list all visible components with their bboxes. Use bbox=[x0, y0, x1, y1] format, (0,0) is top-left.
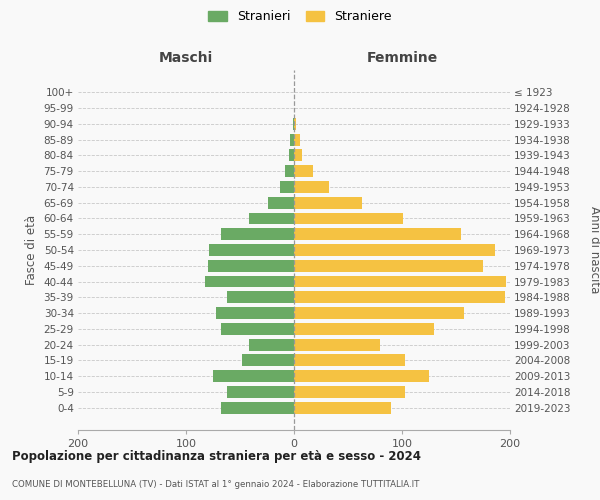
Bar bbox=[221, 228, 294, 240]
Bar bbox=[294, 292, 505, 303]
Bar bbox=[294, 386, 405, 398]
Bar bbox=[294, 307, 464, 319]
Bar bbox=[242, 354, 294, 366]
Bar bbox=[294, 338, 380, 350]
Bar bbox=[280, 181, 294, 193]
Y-axis label: Anni di nascita: Anni di nascita bbox=[587, 206, 600, 294]
Bar bbox=[294, 197, 362, 208]
Bar bbox=[294, 150, 302, 162]
Bar bbox=[209, 244, 294, 256]
Bar bbox=[294, 118, 296, 130]
Bar bbox=[248, 212, 294, 224]
Bar bbox=[294, 402, 391, 413]
Bar bbox=[294, 212, 403, 224]
Bar bbox=[268, 197, 294, 208]
Bar bbox=[294, 228, 461, 240]
Bar bbox=[294, 244, 495, 256]
Text: Popolazione per cittadinanza straniera per età e sesso - 2024: Popolazione per cittadinanza straniera p… bbox=[12, 450, 421, 463]
Y-axis label: Fasce di età: Fasce di età bbox=[25, 215, 38, 285]
Bar bbox=[294, 181, 329, 193]
Bar bbox=[294, 354, 405, 366]
Bar bbox=[293, 118, 294, 130]
Bar bbox=[294, 260, 483, 272]
Bar bbox=[227, 386, 294, 398]
Bar bbox=[289, 150, 294, 162]
Bar bbox=[248, 338, 294, 350]
Bar bbox=[205, 276, 294, 287]
Bar bbox=[286, 165, 294, 177]
Bar bbox=[290, 134, 294, 145]
Bar bbox=[216, 307, 294, 319]
Bar bbox=[294, 165, 313, 177]
Bar bbox=[294, 276, 506, 287]
Text: COMUNE DI MONTEBELLUNA (TV) - Dati ISTAT al 1° gennaio 2024 - Elaborazione TUTTI: COMUNE DI MONTEBELLUNA (TV) - Dati ISTAT… bbox=[12, 480, 419, 489]
Bar bbox=[294, 323, 434, 335]
Bar bbox=[208, 260, 294, 272]
Legend: Stranieri, Straniere: Stranieri, Straniere bbox=[205, 6, 395, 26]
Text: Maschi: Maschi bbox=[159, 51, 213, 65]
Bar bbox=[213, 370, 294, 382]
Bar bbox=[221, 323, 294, 335]
Text: Femmine: Femmine bbox=[367, 51, 437, 65]
Bar bbox=[294, 370, 429, 382]
Bar bbox=[227, 292, 294, 303]
Bar bbox=[294, 134, 301, 145]
Bar bbox=[221, 402, 294, 413]
